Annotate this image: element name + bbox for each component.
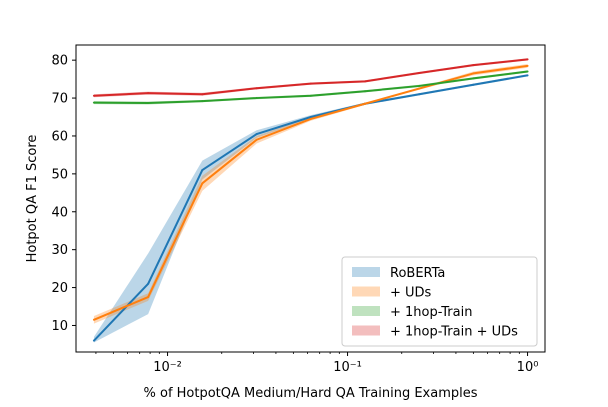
data-point: [363, 102, 366, 105]
x-axis-label: % of HotpotQA Medium/Hard QA Training Ex…: [144, 386, 478, 401]
data-point: [309, 94, 312, 97]
y-axis-label: Hotpot QA F1 Score: [25, 135, 40, 263]
legend-swatch: [352, 267, 380, 277]
data-point: [147, 101, 150, 104]
series-lines: [92, 58, 529, 342]
legend-label: + 1hop-Train: [390, 305, 472, 320]
legend-swatch: [352, 325, 380, 336]
data-point: [309, 117, 312, 120]
data-point: [309, 116, 312, 119]
data-point: [255, 97, 258, 100]
data-point: [255, 87, 258, 90]
y-tick-label: 70: [51, 92, 68, 107]
data-point: [526, 74, 529, 77]
data-point: [363, 90, 366, 93]
data-point: [418, 72, 421, 75]
data-point: [147, 92, 150, 95]
y-tick-label: 80: [51, 54, 68, 69]
data-point: [201, 169, 204, 172]
data-point: [526, 64, 529, 67]
legend-swatch: [352, 286, 380, 297]
data-point: [201, 182, 204, 185]
data-point: [418, 84, 421, 87]
y-tick-label: 20: [51, 281, 68, 296]
data-point: [92, 101, 95, 104]
axis-ticks: 10 20 30 40 50 60 70 80 10⁻² 10⁻¹ 10⁰: [51, 54, 538, 375]
legend-swatch: [352, 306, 380, 316]
data-point: [147, 296, 150, 299]
axes: [75, 44, 546, 353]
legend-box: [341, 256, 538, 347]
y-tick-label: 50: [51, 167, 68, 182]
band-series-1: [93, 74, 528, 343]
data-point: [418, 87, 421, 90]
data-point: [147, 282, 150, 285]
data-point: [255, 133, 258, 136]
legend-label: RoBERTa: [390, 266, 445, 281]
y-tick-label: 30: [51, 243, 68, 258]
data-point: [472, 72, 475, 75]
legend-label: + 1hop-Train + UDs: [390, 325, 518, 340]
data-point: [201, 100, 204, 103]
y-tick-label: 60: [51, 129, 68, 144]
data-point: [309, 82, 312, 85]
y-tick-label: 10: [51, 319, 68, 334]
data-point: [472, 83, 475, 86]
data-point: [363, 80, 366, 83]
x-tick-label: 10⁻¹: [333, 360, 362, 375]
data-point: [472, 64, 475, 67]
legend: RoBERTa + UDs + 1hop-Train + 1hop-Train + U…: [341, 256, 538, 347]
legend-label: + UDs: [390, 286, 432, 301]
y-tick-label: 40: [51, 205, 68, 220]
x-tick-label: 10⁰: [517, 360, 539, 375]
x-tick-label: 10⁻²: [153, 360, 182, 375]
data-point: [526, 58, 529, 61]
data-point: [255, 138, 258, 141]
data-point: [92, 318, 95, 321]
data-point: [92, 94, 95, 97]
data-point: [418, 93, 421, 96]
data-point: [92, 339, 95, 342]
data-point: [472, 77, 475, 80]
plot-frame: [75, 44, 546, 353]
data-point: [201, 93, 204, 96]
data-point: [526, 70, 529, 73]
